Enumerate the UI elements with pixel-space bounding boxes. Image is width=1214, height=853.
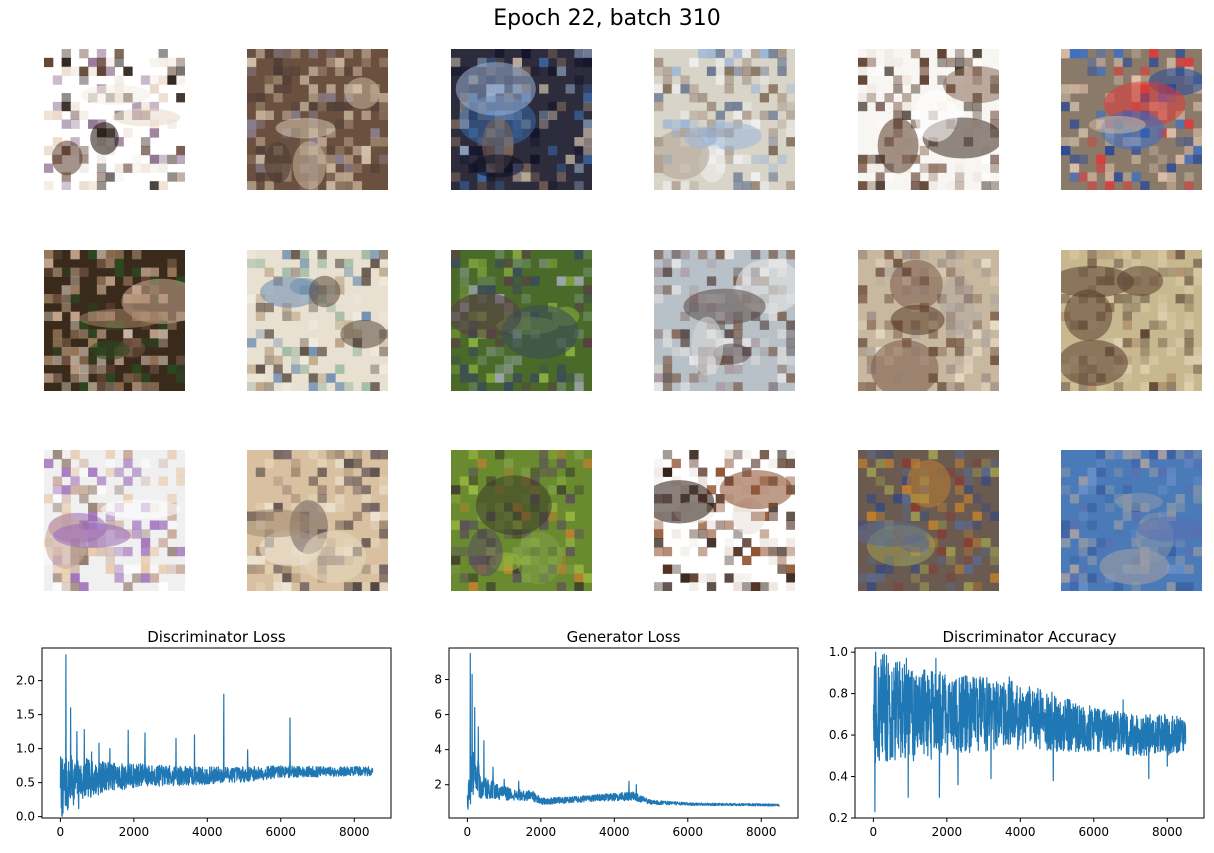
sample-image xyxy=(451,450,592,591)
x-tick-label: 8000 xyxy=(339,825,370,839)
y-tick-label: 4 xyxy=(434,743,442,757)
chart-discriminator-loss: Discriminator Loss 0 2000 4000 6000 8000 0.0 0.… xyxy=(16,628,393,843)
sample-image xyxy=(858,49,999,190)
y-tick-label: 1.5 xyxy=(16,708,35,722)
x-tick-label: 0 xyxy=(870,825,878,839)
sample-image xyxy=(247,49,388,190)
figure-title: Epoch 22, batch 310 xyxy=(493,6,721,31)
y-tick-label: 0.6 xyxy=(829,728,848,742)
x-tick-label: 4000 xyxy=(599,825,630,839)
x-tick-label: 0 xyxy=(464,825,472,839)
y-tick-label: 0.8 xyxy=(829,687,848,701)
sample-image xyxy=(654,49,795,190)
plot-frame xyxy=(41,647,392,819)
sample-image xyxy=(44,450,185,591)
x-tick-label: 4000 xyxy=(192,825,223,839)
y-tick-label: 0.4 xyxy=(829,770,848,784)
sample-image xyxy=(654,250,795,391)
sample-image xyxy=(44,49,185,190)
y-tick-label: 0.5 xyxy=(16,776,35,790)
plot-frame xyxy=(448,647,799,819)
sample-image xyxy=(44,250,185,391)
chart-title: Generator Loss xyxy=(567,628,681,646)
sample-image xyxy=(1061,250,1202,391)
y-tick-label: 0.2 xyxy=(829,811,848,825)
sample-image xyxy=(654,450,795,591)
x-tick-label: 2000 xyxy=(119,825,150,839)
y-tick-label: 8 xyxy=(434,673,442,687)
sample-image xyxy=(451,49,592,190)
x-tick-label: 0 xyxy=(57,825,65,839)
sample-image xyxy=(1061,450,1202,591)
sample-image xyxy=(451,250,592,391)
x-tick-label: 6000 xyxy=(673,825,704,839)
x-tick-label: 6000 xyxy=(266,825,297,839)
series-line xyxy=(466,652,780,810)
series-line xyxy=(59,654,374,817)
sample-image xyxy=(247,250,388,391)
y-tick-label: 6 xyxy=(434,708,442,722)
chart-title: Discriminator Accuracy xyxy=(942,628,1116,646)
x-tick-label: 2000 xyxy=(526,825,557,839)
x-tick-label: 4000 xyxy=(1005,825,1036,839)
chart-generator-loss: Generator Loss 0 2000 4000 6000 8000 2 4 6 8 xyxy=(434,628,800,843)
x-tick-label: 2000 xyxy=(932,825,963,839)
y-tick-label: 2.0 xyxy=(16,674,35,688)
sample-image xyxy=(858,450,999,591)
y-tick-label: 2 xyxy=(434,778,442,792)
chart-title: Discriminator Loss xyxy=(147,628,286,646)
plot-frame xyxy=(854,647,1205,819)
y-tick-label: 0.0 xyxy=(16,810,35,824)
chart-discriminator-accuracy: Discriminator Accuracy 0 2000 4000 6000 8000 0… xyxy=(829,628,1206,843)
x-tick-label: 8000 xyxy=(1152,825,1183,839)
sample-image xyxy=(858,250,999,391)
sample-image xyxy=(1061,49,1202,190)
y-tick-label: 1.0 xyxy=(829,645,848,659)
series-line xyxy=(872,651,1187,813)
x-tick-label: 6000 xyxy=(1079,825,1110,839)
y-tick-label: 1.0 xyxy=(16,742,35,756)
sample-image xyxy=(247,450,388,591)
x-tick-label: 8000 xyxy=(746,825,777,839)
